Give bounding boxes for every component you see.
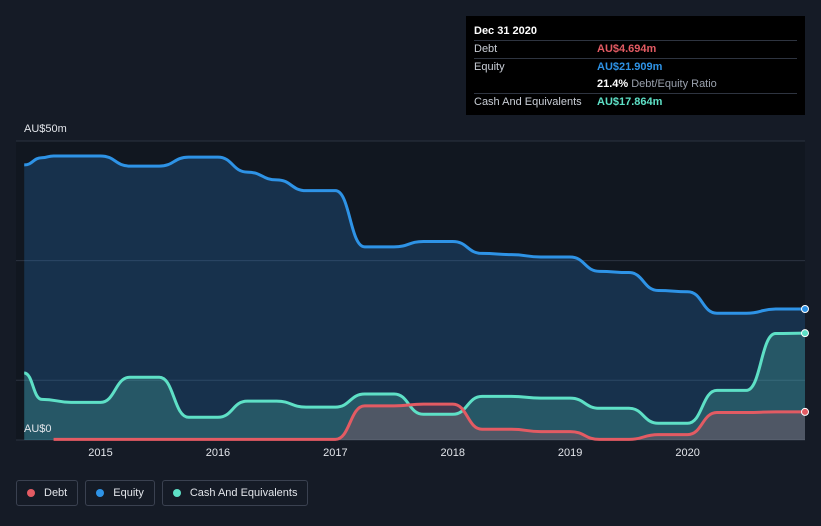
x-axis-labels: 2015 2016 2017 2018 2019 2020 bbox=[88, 447, 700, 459]
series-end-markers[interactable] bbox=[801, 304, 809, 416]
tooltip-cash-value: AU$17.864m bbox=[597, 96, 663, 108]
legend-cash-label: Cash And Equivalents bbox=[189, 487, 298, 499]
debt-end-marker[interactable] bbox=[801, 407, 809, 416]
tooltip-equity-label: Equity bbox=[474, 61, 505, 73]
tooltip-equity-value: AU$21.909m bbox=[597, 61, 663, 73]
legend-item-debt[interactable]: Debt bbox=[16, 480, 79, 506]
series-areas bbox=[24, 155, 806, 440]
y-axis-top-label: AU$50m bbox=[24, 123, 67, 135]
tooltip-ratio-label: Debt/Equity Ratio bbox=[631, 78, 717, 90]
tooltip-debt-label: Debt bbox=[474, 43, 498, 55]
tooltip-cash-label: Cash And Equivalents bbox=[474, 96, 582, 108]
legend-item-equity[interactable]: Equity bbox=[85, 480, 155, 506]
debt-line bbox=[53, 402, 806, 441]
tooltip-date: Dec 31 2020 bbox=[474, 25, 537, 37]
data-tooltip: Dec 31 2020 Debt AU$4.694m Equity AU$21.… bbox=[466, 16, 805, 115]
tooltip-ratio-value: 21.4% bbox=[597, 78, 629, 90]
x-tick-label: 2016 bbox=[206, 447, 230, 459]
legend-debt-label: Debt bbox=[44, 487, 68, 499]
x-tick-label: 2017 bbox=[323, 447, 347, 459]
equity-line bbox=[24, 154, 806, 315]
equity-end-marker[interactable] bbox=[801, 304, 809, 313]
series-lines bbox=[23, 154, 806, 441]
tooltip-equity-row: Equity AU$21.909m bbox=[474, 58, 797, 76]
x-tick-label: 2015 bbox=[88, 447, 112, 459]
legend-equity-dot-icon bbox=[96, 489, 105, 497]
tooltip-ratio-row: 21.4% Debt/Equity Ratio bbox=[474, 76, 797, 93]
legend: Debt Equity Cash And Equivalents bbox=[16, 480, 309, 506]
x-tick-label: 2018 bbox=[441, 447, 465, 459]
x-tick-label: 2019 bbox=[558, 447, 582, 459]
legend-cash-dot-icon bbox=[172, 489, 181, 497]
debt-area bbox=[53, 404, 806, 440]
x-tick-label: 2020 bbox=[675, 447, 699, 459]
tooltip-debt-value: AU$4.694m bbox=[597, 43, 657, 55]
tooltip-debt-row: Debt AU$4.694m bbox=[474, 40, 797, 58]
cash-and-equivalents-end-marker[interactable] bbox=[801, 329, 809, 338]
y-axis-bottom-label: AU$0 bbox=[24, 423, 52, 435]
legend-debt-dot-icon bbox=[27, 489, 35, 497]
cash-and-equivalents-area bbox=[24, 333, 805, 440]
equity-area bbox=[24, 155, 805, 440]
tooltip-cash-row: Cash And Equivalents AU$17.864m bbox=[474, 93, 797, 111]
legend-item-cash[interactable]: Cash And Equivalents bbox=[161, 480, 309, 506]
legend-equity-label: Equity bbox=[113, 487, 144, 499]
